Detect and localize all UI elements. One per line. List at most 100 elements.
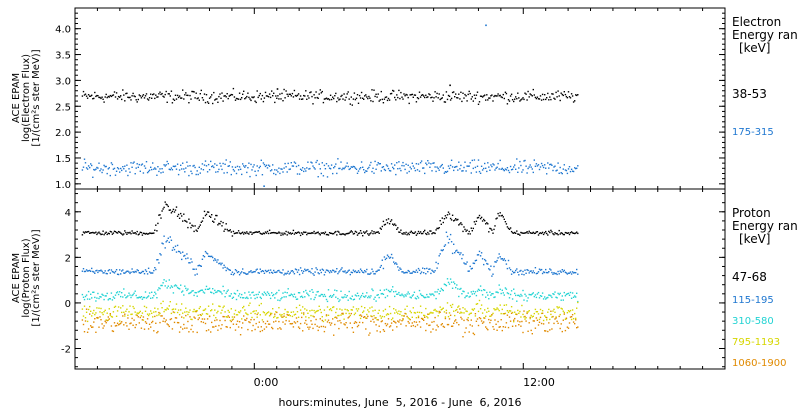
data-point xyxy=(461,170,463,172)
data-point xyxy=(200,314,202,317)
data-point xyxy=(241,173,243,176)
data-point xyxy=(156,174,158,176)
data-point xyxy=(500,292,502,295)
data-point xyxy=(542,319,545,322)
data-point xyxy=(484,94,486,96)
data-point xyxy=(156,96,158,98)
data-point xyxy=(529,164,531,166)
data-point xyxy=(195,173,197,176)
data-point xyxy=(422,318,424,320)
data-point xyxy=(294,322,297,324)
data-point xyxy=(450,159,453,161)
data-point xyxy=(164,285,166,287)
data-point xyxy=(541,93,544,96)
data-point xyxy=(465,230,467,232)
data-point xyxy=(244,272,246,274)
data-point xyxy=(107,232,109,234)
data-point xyxy=(378,325,380,327)
data-point xyxy=(248,162,250,164)
data-point xyxy=(313,316,315,318)
data-point xyxy=(195,92,197,94)
data-point xyxy=(214,218,216,220)
data-point xyxy=(210,255,212,258)
data-point xyxy=(222,221,224,224)
data-point xyxy=(242,93,244,95)
data-point xyxy=(333,97,335,100)
data-point xyxy=(521,320,523,323)
data-point xyxy=(266,291,269,293)
data-point xyxy=(430,163,432,165)
data-point xyxy=(448,213,451,215)
data-point xyxy=(365,170,367,172)
data-point xyxy=(141,319,144,321)
data-point xyxy=(539,308,542,311)
data-point xyxy=(245,232,247,235)
data-point xyxy=(181,258,183,261)
data-point xyxy=(273,316,275,319)
data-point xyxy=(332,295,334,297)
data-point xyxy=(343,271,345,273)
data-point xyxy=(463,312,465,314)
data-point xyxy=(216,291,218,293)
data-point xyxy=(535,97,538,100)
data-point xyxy=(213,314,215,317)
data-point xyxy=(218,95,220,98)
data-point xyxy=(561,308,563,310)
data-point xyxy=(422,167,424,169)
data-point xyxy=(330,232,333,235)
data-point xyxy=(393,168,395,170)
data-point xyxy=(345,322,347,324)
data-point xyxy=(472,290,474,293)
data-point xyxy=(381,315,383,318)
data-point xyxy=(538,321,541,323)
data-point xyxy=(427,231,429,234)
data-point xyxy=(541,310,544,312)
data-point xyxy=(496,329,498,331)
data-point xyxy=(148,97,151,99)
data-point xyxy=(441,308,443,310)
data-point xyxy=(541,312,544,314)
data-point xyxy=(477,103,480,105)
data-point xyxy=(404,168,406,171)
data-point xyxy=(173,311,176,314)
data-point xyxy=(142,316,145,318)
data-point xyxy=(271,271,273,274)
data-point xyxy=(372,310,374,312)
data-point xyxy=(177,322,180,324)
data-point xyxy=(335,92,337,95)
data-point xyxy=(86,270,89,272)
data-point xyxy=(403,93,405,95)
data-point xyxy=(234,309,237,312)
data-point xyxy=(440,249,442,251)
data-point xyxy=(320,293,322,296)
data-point xyxy=(255,293,257,296)
data-point xyxy=(410,311,412,314)
data-point xyxy=(376,96,378,98)
data-point xyxy=(336,317,338,319)
data-point xyxy=(339,98,341,100)
data-point xyxy=(469,324,471,326)
data-point xyxy=(117,306,120,308)
data-point xyxy=(407,232,409,234)
data-point xyxy=(407,269,409,272)
data-point xyxy=(479,317,482,320)
data-point xyxy=(137,297,139,299)
data-point xyxy=(458,93,460,95)
data-point xyxy=(145,297,148,299)
data-point xyxy=(264,269,267,272)
data-point xyxy=(451,166,454,168)
data-point xyxy=(164,321,166,323)
data-point xyxy=(564,329,567,332)
data-point xyxy=(351,231,353,233)
data-point xyxy=(481,169,484,171)
data-point xyxy=(556,232,558,235)
data-point xyxy=(148,232,151,234)
data-point xyxy=(110,269,113,271)
data-point xyxy=(174,317,177,319)
data-point xyxy=(362,235,364,237)
data-point xyxy=(368,95,370,98)
data-point xyxy=(83,305,86,307)
data-point xyxy=(430,294,432,296)
data-point xyxy=(172,311,175,313)
data-point xyxy=(520,325,522,327)
